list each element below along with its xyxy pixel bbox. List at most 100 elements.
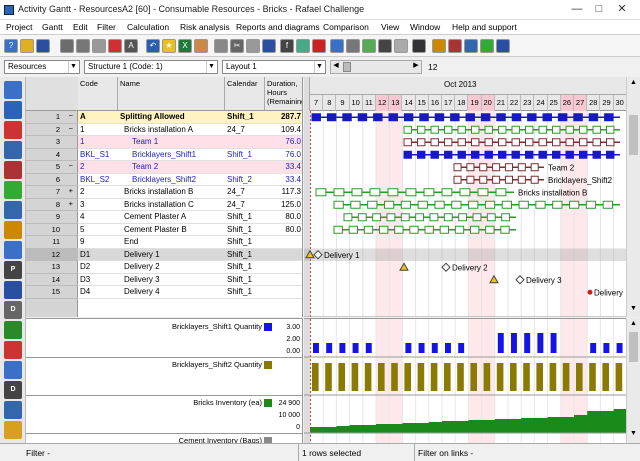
- row-number[interactable]: 12: [26, 248, 78, 261]
- row-number[interactable]: 7 +: [26, 186, 78, 199]
- table-row[interactable]: 2 Bricks installation B 24_7 117.3: [78, 186, 302, 199]
- row-number[interactable]: 14: [26, 274, 78, 286]
- row-number[interactable]: 9: [26, 211, 78, 224]
- menu-reports[interactable]: Reports and diagrams: [236, 22, 320, 32]
- table-row[interactable]: 9 End Shift_1: [78, 236, 302, 249]
- table-row[interactable]: 4 Cement Plaster A Shift_1 80.0: [78, 211, 302, 224]
- chart-view-icon[interactable]: [4, 361, 22, 379]
- menu-risk-analysis[interactable]: Risk analysis: [180, 22, 230, 32]
- table-row[interactable]: D4 Delivery 4 Shift_1: [78, 286, 302, 299]
- report-view-icon[interactable]: [4, 281, 22, 299]
- structure-select[interactable]: Structure 1 (Code: 1) ▼: [84, 60, 218, 74]
- calendar-column-header[interactable]: Calendar: [225, 77, 265, 111]
- code-column-header[interactable]: Code: [78, 77, 118, 111]
- row-number[interactable]: 11: [26, 236, 78, 249]
- stop-icon[interactable]: [312, 39, 326, 53]
- crew-view-icon[interactable]: [4, 221, 22, 239]
- row-number[interactable]: 15: [26, 286, 78, 299]
- table-row[interactable]: BKL_S1 Bricklayers_Shift1 Shift_1 76.0: [78, 148, 302, 161]
- scrollbar-thumb[interactable]: [629, 332, 638, 362]
- row-number[interactable]: 2−: [26, 123, 78, 136]
- help-icon[interactable]: ?: [4, 39, 18, 53]
- zoom-slider-thumb[interactable]: [343, 62, 351, 72]
- undo-icon[interactable]: ↶: [146, 39, 160, 53]
- pie-chart-icon[interactable]: [108, 39, 122, 53]
- table-row[interactable]: 1 Team 1 76.0: [78, 136, 302, 149]
- table-row[interactable]: A Splitting Allowed Shift_1 287.7: [78, 111, 302, 124]
- book-icon[interactable]: [60, 39, 74, 53]
- cost-view-icon[interactable]: [4, 241, 22, 259]
- chevron-down-icon[interactable]: ▼: [630, 430, 637, 437]
- table-row[interactable]: 5 Cement Plaster B Shift_1 80.0: [78, 223, 302, 236]
- expand-toggle[interactable]: +: [68, 186, 73, 195]
- link-icon[interactable]: [346, 39, 360, 53]
- menu-project[interactable]: Project: [6, 22, 33, 32]
- table-row[interactable]: D3 Delivery 3 Shift_1: [78, 273, 302, 286]
- preview-icon[interactable]: [92, 39, 106, 53]
- cut-icon[interactable]: ✂: [230, 39, 244, 53]
- workers-view-icon[interactable]: [4, 181, 22, 199]
- histogram-scrollbar[interactable]: ▲ ▼: [626, 318, 640, 443]
- gantt-splitter[interactable]: [304, 77, 310, 111]
- layout-select[interactable]: Layout 1 ▼: [222, 60, 326, 74]
- save-icon[interactable]: [36, 39, 50, 53]
- expand-toggle[interactable]: +: [68, 198, 73, 208]
- menu-filter[interactable]: Filter: [97, 22, 116, 32]
- open-folder-icon[interactable]: [20, 39, 34, 53]
- pert-view-icon[interactable]: P: [4, 261, 22, 279]
- expand-toggle[interactable]: −: [68, 111, 73, 120]
- table-row[interactable]: D2 Delivery 2 Shift_1: [78, 261, 302, 274]
- risk-view-icon[interactable]: [4, 341, 22, 359]
- expand-toggle[interactable]: −: [68, 123, 73, 133]
- table-row[interactable]: 1 Bricks installation A 24_7 109.4: [78, 123, 302, 136]
- row-number[interactable]: 10: [26, 224, 78, 236]
- team-view-icon[interactable]: [4, 141, 22, 159]
- paste-icon[interactable]: [246, 39, 260, 53]
- row-number[interactable]: 13: [26, 261, 78, 274]
- minimize-icon[interactable]: —: [571, 3, 583, 15]
- row-number[interactable]: 5−: [26, 161, 78, 174]
- vertical-scrollbar[interactable]: ▲ ▼: [626, 77, 640, 317]
- name-column-header[interactable]: Name: [118, 77, 225, 111]
- list-view-icon[interactable]: [4, 101, 22, 119]
- resource-icon[interactable]: [362, 39, 376, 53]
- menu-view[interactable]: View: [381, 22, 400, 32]
- tree-view-icon[interactable]: [4, 321, 22, 339]
- copy-icon[interactable]: [214, 39, 228, 53]
- expand-toggle[interactable]: −: [68, 161, 73, 170]
- menu-calculation[interactable]: Calculation: [127, 22, 170, 32]
- table-row[interactable]: D1 Delivery 1 Shift_1: [78, 248, 302, 261]
- row-number[interactable]: 1−: [26, 111, 78, 124]
- table-icon[interactable]: [262, 39, 276, 53]
- network-view-icon[interactable]: [4, 201, 22, 219]
- chevron-left-icon[interactable]: ◀: [333, 62, 339, 69]
- settings-view-icon[interactable]: [4, 421, 22, 439]
- duration-column-header[interactable]: Duration, Hours (Remaining): [265, 77, 302, 111]
- chevron-up-icon[interactable]: ▲: [630, 320, 637, 327]
- scrollbar-thumb[interactable]: [629, 115, 638, 155]
- row-number[interactable]: 3: [26, 136, 78, 149]
- table-row[interactable]: 3 Bricks installation C 24_7 125.0: [78, 198, 302, 211]
- grid-icon[interactable]: [394, 39, 408, 53]
- menu-comparison[interactable]: Comparison: [323, 22, 369, 32]
- bars-icon[interactable]: [496, 39, 510, 53]
- people-icon[interactable]: [432, 39, 446, 53]
- calendar-icon[interactable]: [378, 39, 392, 53]
- gantt-view-icon[interactable]: [4, 81, 22, 99]
- print-icon[interactable]: [76, 39, 90, 53]
- chevron-down-icon[interactable]: ▼: [630, 305, 637, 312]
- row-number[interactable]: 6: [26, 174, 78, 186]
- filter-icon[interactable]: [296, 39, 310, 53]
- document-view-icon[interactable]: D: [4, 301, 22, 319]
- data-view-icon[interactable]: D: [4, 381, 22, 399]
- font-icon[interactable]: A: [124, 39, 138, 53]
- maximize-icon[interactable]: □: [595, 3, 603, 15]
- view-select[interactable]: Resources ▼: [4, 60, 80, 74]
- chevron-up-icon[interactable]: ▲: [630, 79, 637, 86]
- row-number[interactable]: 4: [26, 149, 78, 161]
- close-icon[interactable]: ✕: [617, 3, 627, 15]
- gantt-icon[interactable]: [330, 39, 344, 53]
- row-number[interactable]: 8 +: [26, 198, 78, 211]
- export-icon[interactable]: [194, 39, 208, 53]
- compare-view-icon[interactable]: [4, 401, 22, 419]
